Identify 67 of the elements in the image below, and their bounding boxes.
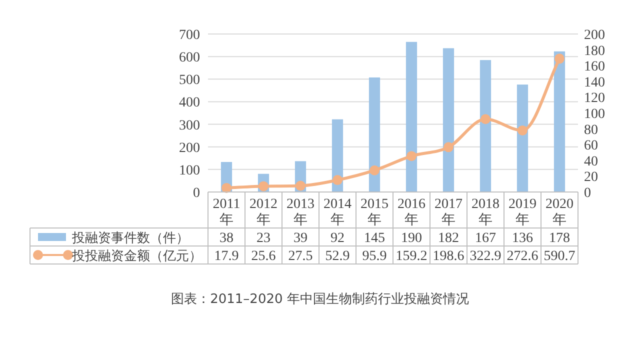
data-label: 590.7 xyxy=(544,249,576,264)
x-tick-label: 2019年 xyxy=(508,197,536,228)
x-tick-label: 2015年 xyxy=(360,197,388,228)
x-tick-label: 2020年 xyxy=(546,197,574,228)
point xyxy=(370,165,380,176)
x-tick-label: 2012年 xyxy=(250,197,278,228)
y2-tick-label: 20 xyxy=(584,170,598,186)
data-label: 38 xyxy=(220,231,234,246)
bar xyxy=(442,48,454,192)
bar xyxy=(480,60,492,192)
y2-tick-label: 80 xyxy=(584,122,598,138)
data-label: 23 xyxy=(256,231,270,246)
data-label: 39 xyxy=(294,231,308,246)
data-label: 182 xyxy=(438,231,459,246)
y2-tick-label: 180 xyxy=(584,44,605,59)
data-label: 159.2 xyxy=(396,249,428,264)
x-tick-label: 2011年 xyxy=(212,197,240,228)
y2-tick-label: 0 xyxy=(584,186,591,201)
data-label: 136 xyxy=(512,231,533,246)
point xyxy=(480,114,490,124)
x-tick-label: 2017年 xyxy=(434,197,462,228)
x-tick-label: 2013年 xyxy=(286,197,314,228)
point xyxy=(222,182,232,193)
data-label: 198.6 xyxy=(432,249,464,264)
point xyxy=(406,151,416,162)
y-tick-label: 700 xyxy=(179,28,200,43)
y-tick-label: 300 xyxy=(179,118,200,134)
y-tick-label: 400 xyxy=(179,96,200,111)
x-tick-label: 2016年 xyxy=(398,197,426,228)
legend-label: 投融资事件数（件） xyxy=(71,231,189,246)
y2-tick-label: 100 xyxy=(584,107,605,122)
data-label: 95.9 xyxy=(362,249,387,264)
x-tick-label: 2018年 xyxy=(472,197,500,228)
y2-tick-label: 140 xyxy=(584,75,605,90)
data-label: 17.9 xyxy=(214,249,239,264)
bar xyxy=(406,42,418,192)
point xyxy=(332,175,342,186)
y2-tick-label: 60 xyxy=(584,138,598,154)
x-tick-label: 2014年 xyxy=(324,197,352,228)
point xyxy=(296,180,306,191)
y-tick-label: 100 xyxy=(179,163,200,178)
point xyxy=(444,142,454,152)
y-tick-label: 200 xyxy=(179,140,200,156)
y-tick-label: 0 xyxy=(193,186,200,201)
data-label: 167 xyxy=(475,231,496,246)
data-label: 92 xyxy=(330,231,344,246)
point xyxy=(554,54,564,64)
legend-label: 投投融资金额（亿元） xyxy=(71,249,202,264)
y2-tick-label: 120 xyxy=(584,91,605,106)
data-label: 52.9 xyxy=(325,249,350,264)
bar xyxy=(368,77,380,192)
y-tick-label: 600 xyxy=(179,50,200,66)
y2-tick-label: 200 xyxy=(584,28,605,43)
data-label: 178 xyxy=(549,231,570,246)
data-label: 25.6 xyxy=(251,249,276,264)
y2-tick-label: 40 xyxy=(584,154,598,170)
point xyxy=(518,125,528,136)
data-label: 322.9 xyxy=(470,249,502,264)
y-tick-label: 500 xyxy=(179,73,200,88)
bar xyxy=(554,51,566,192)
data-label: 27.5 xyxy=(288,249,313,264)
data-label: 190 xyxy=(401,231,422,246)
data-label: 145 xyxy=(364,231,385,246)
text: 图表：2011–2020 年中国生物制药行业投融资情况 xyxy=(171,292,469,307)
bar xyxy=(516,84,528,192)
data-label: 272.6 xyxy=(506,249,538,264)
y2-tick-label: 160 xyxy=(584,60,605,75)
